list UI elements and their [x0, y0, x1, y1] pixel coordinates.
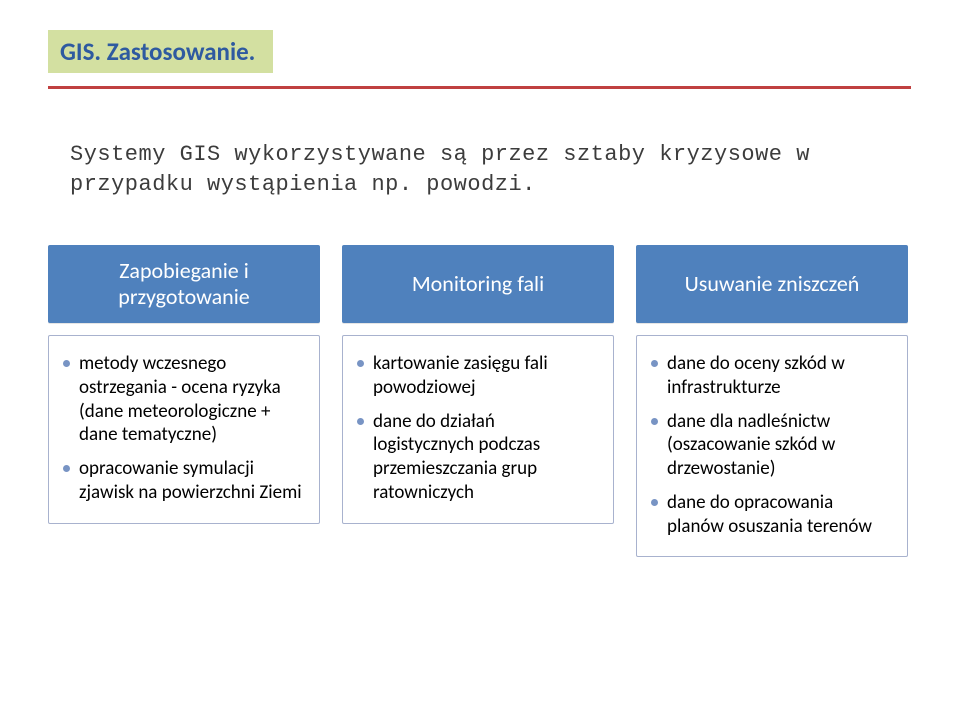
columns-row: Zapobieganie i przygotowanie metody wcze… [48, 245, 908, 557]
column-2-header: Monitoring fali [342, 245, 614, 323]
column-3: Usuwanie zniszczeń dane do oceny szkód w… [636, 245, 908, 557]
bullet-icon [651, 360, 658, 367]
page-title: GIS. Zastosowanie. [60, 36, 255, 67]
title-box: GIS. Zastosowanie. [48, 30, 273, 73]
bullet-icon [63, 465, 70, 472]
column-2-body: kartowanie zasięgu fali powodziowej dane… [342, 335, 614, 524]
list-item: dane do działań logistycznych podczas pr… [357, 410, 599, 505]
bullet-text: metody wczesnego ostrzegania - ocena ryz… [79, 352, 305, 447]
bullet-icon [63, 360, 70, 367]
bullet-text: dane do oceny szkód w infrastrukturze [667, 352, 893, 400]
column-1: Zapobieganie i przygotowanie metody wcze… [48, 245, 320, 557]
list-item: dane dla nadleśnictw (oszacowanie szkód … [651, 410, 893, 481]
column-2: Monitoring fali kartowanie zasięgu fali … [342, 245, 614, 557]
bullet-icon [651, 499, 658, 506]
column-3-header: Usuwanie zniszczeń [636, 245, 908, 323]
bullet-icon [357, 418, 364, 425]
rule-line [48, 86, 911, 89]
intro-text: Systemy GIS wykorzystywane są przez szta… [70, 140, 850, 199]
bullet-text: kartowanie zasięgu fali powodziowej [373, 352, 599, 400]
slide: GIS. Zastosowanie. Systemy GIS wykorzyst… [0, 0, 959, 717]
list-item: kartowanie zasięgu fali powodziowej [357, 352, 599, 400]
list-item: dane do oceny szkód w infrastrukturze [651, 352, 893, 400]
list-item: dane do opracowania planów osuszania ter… [651, 491, 893, 539]
column-3-body: dane do oceny szkód w infrastrukturze da… [636, 335, 908, 557]
bullet-text: dane do opracowania planów osuszania ter… [667, 491, 893, 539]
bullet-icon [651, 418, 658, 425]
bullet-text: dane dla nadleśnictw (oszacowanie szkód … [667, 410, 893, 481]
column-1-header: Zapobieganie i przygotowanie [48, 245, 320, 323]
bullet-icon [357, 360, 364, 367]
column-1-body: metody wczesnego ostrzegania - ocena ryz… [48, 335, 320, 524]
bullet-text: dane do działań logistycznych podczas pr… [373, 410, 599, 505]
bullet-text: opracowanie symulacji zjawisk na powierz… [79, 457, 305, 505]
list-item: opracowanie symulacji zjawisk na powierz… [63, 457, 305, 505]
list-item: metody wczesnego ostrzegania - ocena ryz… [63, 352, 305, 447]
